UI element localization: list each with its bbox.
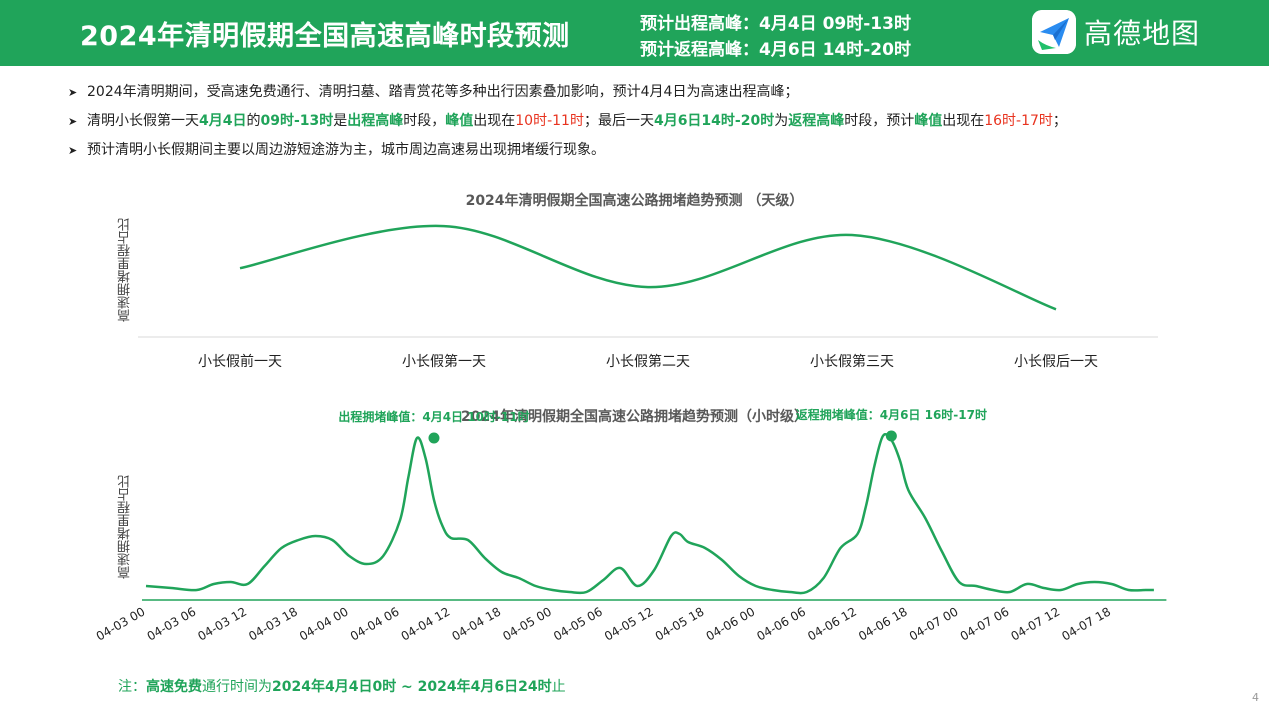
footnote-prefix: 注： xyxy=(118,679,146,695)
paper-plane-icon xyxy=(1032,10,1076,54)
bullet-item: ➤ 2024年清明期间，受高速免费通行、清明扫墓、踏青赏花等多种出行因素叠加影响，… xyxy=(68,78,1248,107)
bullet-text: 16时-17时 xyxy=(984,113,1053,129)
bullet-list: ➤ 2024年清明期间，受高速免费通行、清明扫墓、踏青赏花等多种出行因素叠加影响，… xyxy=(68,78,1248,165)
hourly-x-tick-label: 04-07 06 xyxy=(958,604,1012,643)
bullet-text: 09时-13时 xyxy=(260,113,334,129)
hourly-x-tick-label: 04-04 18 xyxy=(450,604,504,643)
peak-out-text: 预计出程高峰：4月4日 09时-13时 xyxy=(640,14,911,34)
bullet-item: ➤ 预计清明小长假期间主要以周边游短途游为主，城市周边高速易出现拥堵缓行现象。 xyxy=(68,136,1248,165)
daily-x-tick-label: 小长假第三天 xyxy=(810,353,894,370)
bullet-text: 清明小长假第一天 xyxy=(87,113,199,129)
bullet-arrow-icon: ➤ xyxy=(68,115,78,128)
hourly-x-tick-label: 04-06 00 xyxy=(704,604,758,643)
logo-text: 高德地图 xyxy=(1084,17,1201,50)
daily-x-tick-label: 小长假第一天 xyxy=(402,353,486,370)
bullet-text: ；最后一天 xyxy=(583,113,654,129)
bullet-text: 10时-11时 xyxy=(515,113,584,129)
hourly-chart-title: 2024年清明假期全国高速公路拥堵趋势预测（小时级） xyxy=(461,409,808,425)
bullet-text: 出程高峰 xyxy=(347,113,404,129)
footnote-mid: 通行时间为 xyxy=(202,679,272,695)
daily-chart-title: 2024年清明假期全国高速公路拥堵趋势预测 （天级） xyxy=(465,193,804,209)
peak-marker xyxy=(885,430,897,442)
hourly-x-tick-label: 04-05 00 xyxy=(500,604,554,643)
bullet-text: 4月4日 xyxy=(199,113,247,129)
footnote-bold2: 2024年4月4日0时 ~ 2024年4月6日24时 xyxy=(272,679,552,695)
bullet-text: 峰值 xyxy=(445,113,474,129)
peak-return-text: 预计返程高峰：4月6日 14时-20时 xyxy=(640,40,911,60)
footnote-bold1: 高速免费 xyxy=(146,679,202,695)
bullet-text: 2024年清明期间，受高速免费通行、清明扫墓、踏青赏花等多种出行因素叠加影响，预… xyxy=(87,84,799,100)
hourly-x-tick-label: 04-05 18 xyxy=(653,604,707,643)
bullet-text: 是 xyxy=(333,113,348,129)
page-number: 4 xyxy=(1252,691,1259,704)
bullet-arrow-icon: ➤ xyxy=(68,144,78,157)
daily-x-tick-label: 小长假前一天 xyxy=(198,353,282,370)
hourly-x-tick-label: 04-06 18 xyxy=(856,604,910,643)
hourly-x-tick-label: 04-07 12 xyxy=(1009,604,1063,643)
bullet-text: 为 xyxy=(774,113,789,129)
hourly-x-tick-label: 04-07 18 xyxy=(1059,604,1113,643)
peak-marker xyxy=(428,432,440,444)
hourly-x-tick-label: 04-03 12 xyxy=(195,604,249,643)
bullet-arrow-icon: ➤ xyxy=(68,86,78,99)
peak-annotation: 出程拥堵峰值：4月4日 10时-11时 xyxy=(338,409,529,424)
hourly-x-tick-label: 04-07 00 xyxy=(907,604,961,643)
daily-series-line xyxy=(239,224,1057,311)
bullet-text: 4月6日14时-20时 xyxy=(653,113,775,129)
amap-logo: 高德地图 xyxy=(1032,10,1200,54)
bullet-text: 的 xyxy=(246,113,261,129)
hourly-x-tick-label: 04-03 06 xyxy=(145,604,199,643)
daily-x-tick-label: 小长假后一天 xyxy=(1014,354,1098,370)
bullet-text: 时段，预计 xyxy=(844,113,915,129)
hourly-x-tick-label: 04-06 12 xyxy=(805,604,859,643)
bullet-text: 预计清明小长假期间主要以周边游短途游为主，城市周边高速易出现拥堵缓行现象。 xyxy=(87,142,605,158)
hourly-x-tick-label: 04-03 00 xyxy=(94,604,148,643)
hourly-x-tick-label: 04-04 06 xyxy=(348,604,402,643)
hourly-x-tick-label: 04-04 00 xyxy=(297,604,351,643)
bullet-text: 峰值 xyxy=(914,113,943,129)
footnote-suffix: 止 xyxy=(551,679,566,695)
hourly-x-tick-label: 04-04 12 xyxy=(399,604,453,643)
hourly-x-tick-label: 04-05 12 xyxy=(602,604,656,643)
peak-annotation: 返程拥堵峰值：4月6日 16时-17时 xyxy=(796,407,987,422)
bullet-text: ； xyxy=(1052,113,1067,129)
daily-x-tick-label: 小长假第二天 xyxy=(606,353,690,370)
bullet-text: 出现在 xyxy=(942,113,985,129)
bullet-text: 时段， xyxy=(403,113,446,129)
footnote: 注：高速免费通行时间为2024年4月4日0时 ~ 2024年4月6日24时止 xyxy=(118,676,566,696)
header-bar: 2024年清明假期全国高速高峰时段预测 预计出程高峰：4月4日 09时-13时 … xyxy=(0,0,1269,66)
hourly-series-line xyxy=(145,433,1154,595)
hourly-x-tick-label: 04-06 06 xyxy=(754,604,808,643)
bullet-text: 出现在 xyxy=(473,113,516,129)
bullet-item: ➤ 清明小长假第一天4月4日的09时-13时是出程高峰时段，峰值出现在10时-11… xyxy=(68,107,1248,136)
bullet-text: 返程高峰 xyxy=(788,113,845,129)
hourly-x-tick-label: 04-03 18 xyxy=(246,604,300,643)
page-title: 2024年清明假期全国高速高峰时段预测 xyxy=(80,21,570,52)
hourly-x-tick-label: 04-05 06 xyxy=(551,604,605,643)
